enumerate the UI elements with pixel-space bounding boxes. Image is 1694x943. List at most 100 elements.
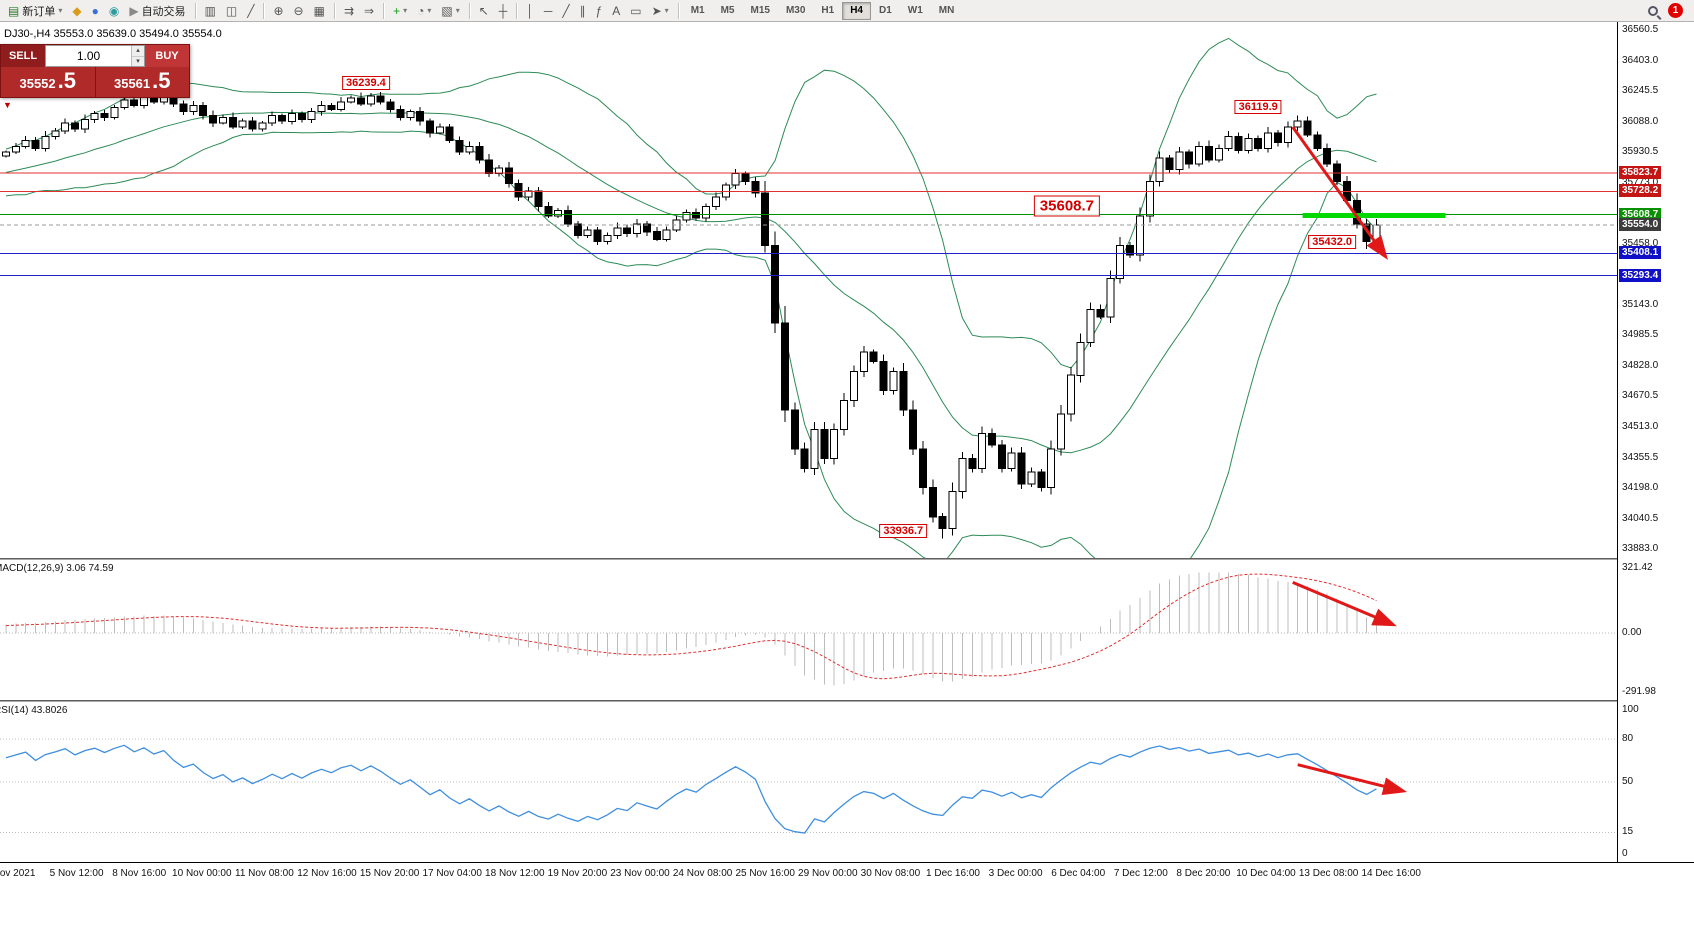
trendline-button[interactable]: ╱	[557, 1, 574, 20]
buy-button[interactable]: BUY	[145, 45, 189, 67]
templates-button[interactable]: ▧ ▾	[436, 1, 464, 20]
toolbar-right: 1	[1648, 3, 1691, 18]
timeframe-m1[interactable]: M1	[690, 4, 705, 16]
pane-separator[interactable]	[0, 700, 1694, 702]
toolbar-separator	[468, 2, 470, 19]
price-tick-label: 35773.0	[1622, 176, 1659, 188]
trend-arrow[interactable]	[1291, 126, 1388, 260]
community-button[interactable]: ◉	[104, 1, 124, 20]
dropdown-arrow-icon: ▾	[664, 6, 669, 15]
vertical-line-icon: │	[526, 3, 534, 18]
new-order-button[interactable]: ▤ 新订单 ▾	[3, 1, 67, 20]
time-label: 29 Nov 00:00	[798, 868, 858, 879]
toolbar-separator	[194, 2, 196, 19]
price-tick-label: 36245.5	[1622, 85, 1659, 97]
indicators-button[interactable]: + ▾	[388, 1, 412, 20]
price-tick-label: 36403.0	[1622, 54, 1659, 66]
shapes-icon: ➤	[651, 3, 662, 18]
volume-increase-button[interactable]: ▴	[132, 46, 144, 57]
macd-signal-line	[5, 573, 1377, 680]
cursor-button[interactable]: ↖	[474, 1, 494, 20]
timeframe-h4[interactable]: H4	[842, 1, 871, 20]
toolbar-button-label: 自动交易	[141, 5, 186, 18]
time-label: Nov 2021	[0, 868, 36, 879]
time-axis[interactable]: Nov 2021 5 Nov 12:00 8 Nov 16:00 10 Nov 00:…	[0, 862, 1694, 886]
volume-decrease-button[interactable]: ▾	[132, 56, 144, 66]
chart-shift-button[interactable]: ⇒	[359, 1, 379, 20]
price-tick-label: 35143.0	[1622, 298, 1659, 310]
timeframe-m5[interactable]: M5	[720, 4, 735, 16]
price-badge: 35823.7	[1619, 165, 1662, 179]
price-tick-label: 34513.0	[1622, 420, 1659, 432]
toolbar-groups: ▤ 新订单 ▾ ◆ ● ◉ ▶ 自动交易 ▥ ◫ ╱ ⊕ ⊖ ▦ ⇉ ⇒ + ▾ ◔ ▾ ▧ ▾ ↖ ┼ │ ─ ╱ ∥ ƒ A ▭ ➤ ▾ M1…	[3, 0, 962, 21]
price-tick-label: 34355.5	[1622, 451, 1659, 463]
buy-price[interactable]: 35561.5	[94, 67, 189, 97]
channel-button[interactable]: ∥	[575, 1, 591, 20]
sell-price[interactable]: 35552.5	[1, 67, 95, 97]
text-icon: A	[612, 3, 621, 18]
auto-scroll-icon: ⇉	[343, 3, 355, 18]
calendar-button[interactable]: ◆	[67, 1, 86, 20]
time-label: 15 Nov 20:00	[359, 868, 420, 879]
bar-chart-button[interactable]: ▥	[200, 1, 221, 20]
sell-button[interactable]: SELL	[1, 45, 45, 67]
timeframe-w1[interactable]: W1	[907, 4, 923, 16]
line-chart-button[interactable]: ╱	[242, 1, 259, 20]
trend-arrow[interactable]	[1297, 763, 1408, 795]
pane-separator[interactable]	[0, 558, 1694, 560]
templates-icon: ▧	[441, 3, 453, 18]
price-badge: 35554.0	[1619, 218, 1662, 232]
timeframe-d1[interactable]: D1	[879, 4, 892, 16]
shapes-button[interactable]: ➤ ▾	[647, 1, 674, 20]
profile-button[interactable]: ●	[87, 1, 104, 20]
profile-icon: ●	[91, 3, 99, 18]
toolbar: ▤ 新订单 ▾ ◆ ● ◉ ▶ 自动交易 ▥ ◫ ╱ ⊕ ⊖ ▦ ⇉ ⇒ + ▾ ◔ ▾ ▧ ▾ ↖ ┼ │ ─ ╱ ∥ ƒ A ▭ ➤ ▾ M1…	[0, 0, 1694, 22]
crosshair-button[interactable]: ┼	[494, 1, 513, 20]
price-axis[interactable]: 36560.5 36403.0 36245.5 36088.0 35930.5 35773…	[1617, 22, 1694, 884]
vertical-line-button[interactable]: │	[521, 1, 539, 20]
label-button[interactable]: ▭	[625, 1, 646, 20]
zoom-out-icon: ⊖	[293, 3, 304, 18]
toolbar-separator	[333, 2, 335, 19]
zoom-out-button[interactable]: ⊖	[289, 1, 309, 20]
time-label: 7 Dec 12:00	[1113, 868, 1168, 879]
auto-scroll-button[interactable]: ⇉	[339, 1, 359, 20]
main-chart-pane[interactable]: 36239.4 36119.9 35608.7 35432.0 33936.7 DJ30…	[0, 22, 1617, 558]
notification-badge[interactable]: 1	[1668, 3, 1683, 18]
text-button[interactable]: A	[607, 1, 625, 20]
price-tick-label: 34670.5	[1622, 390, 1659, 402]
horizontal-line-button[interactable]: ─	[539, 1, 558, 20]
macd-pane[interactable]: MACD(12,26,9) 3.06 74.59	[0, 560, 1617, 700]
toolbar-button-label: 新订单	[22, 5, 56, 18]
periods-button[interactable]: ◔ ▾	[412, 1, 436, 20]
new-order-icon: ▤	[8, 3, 20, 18]
rsi-scale-label: 15	[1622, 826, 1634, 838]
toolbar-separator	[263, 2, 265, 19]
timeframe-m30[interactable]: M30	[785, 4, 806, 16]
rsi-pane[interactable]: RSI(14) 43.8026	[0, 702, 1617, 862]
macd-scale-label: 321.42	[1622, 562, 1653, 573]
time-label: 14 Dec 16:00	[1361, 868, 1421, 879]
timeframe-mn[interactable]: MN	[938, 4, 955, 16]
chart-title: DJ30-,H4 35553.0 35639.0 35494.0 35554.0	[4, 28, 222, 40]
price-tick-label: 35930.5	[1622, 146, 1659, 158]
one-click-trading-panel: SELL 1.00 ▴ ▾ BUY 35552.5 35561.5	[0, 44, 190, 98]
fibonacci-icon: ƒ	[595, 3, 603, 18]
time-label: 30 Nov 08:00	[860, 868, 921, 879]
trade-panel-collapse-icon[interactable]: ▼	[3, 100, 12, 110]
candlestick-chart-button[interactable]: ◫	[221, 1, 242, 20]
fibonacci-button[interactable]: ƒ	[591, 1, 608, 20]
volume-input[interactable]: 1.00	[76, 49, 101, 63]
dropdown-arrow-icon: ▾	[403, 6, 408, 15]
search-icon[interactable]	[1648, 5, 1658, 16]
crosshair-icon: ┼	[498, 3, 508, 18]
trend-arrow[interactable]	[1292, 581, 1397, 627]
timeframe-h1[interactable]: H1	[821, 4, 835, 16]
zoom-in-button[interactable]: ⊕	[268, 1, 288, 20]
tile-windows-icon: ▦	[313, 3, 325, 18]
tile-windows-button[interactable]: ▦	[309, 1, 330, 20]
buy-price-main: 35561	[113, 76, 151, 91]
auto-trading-button[interactable]: ▶ 自动交易	[124, 1, 190, 20]
line-chart-icon: ╱	[247, 3, 255, 18]
timeframe-m15[interactable]: M15	[750, 4, 770, 16]
